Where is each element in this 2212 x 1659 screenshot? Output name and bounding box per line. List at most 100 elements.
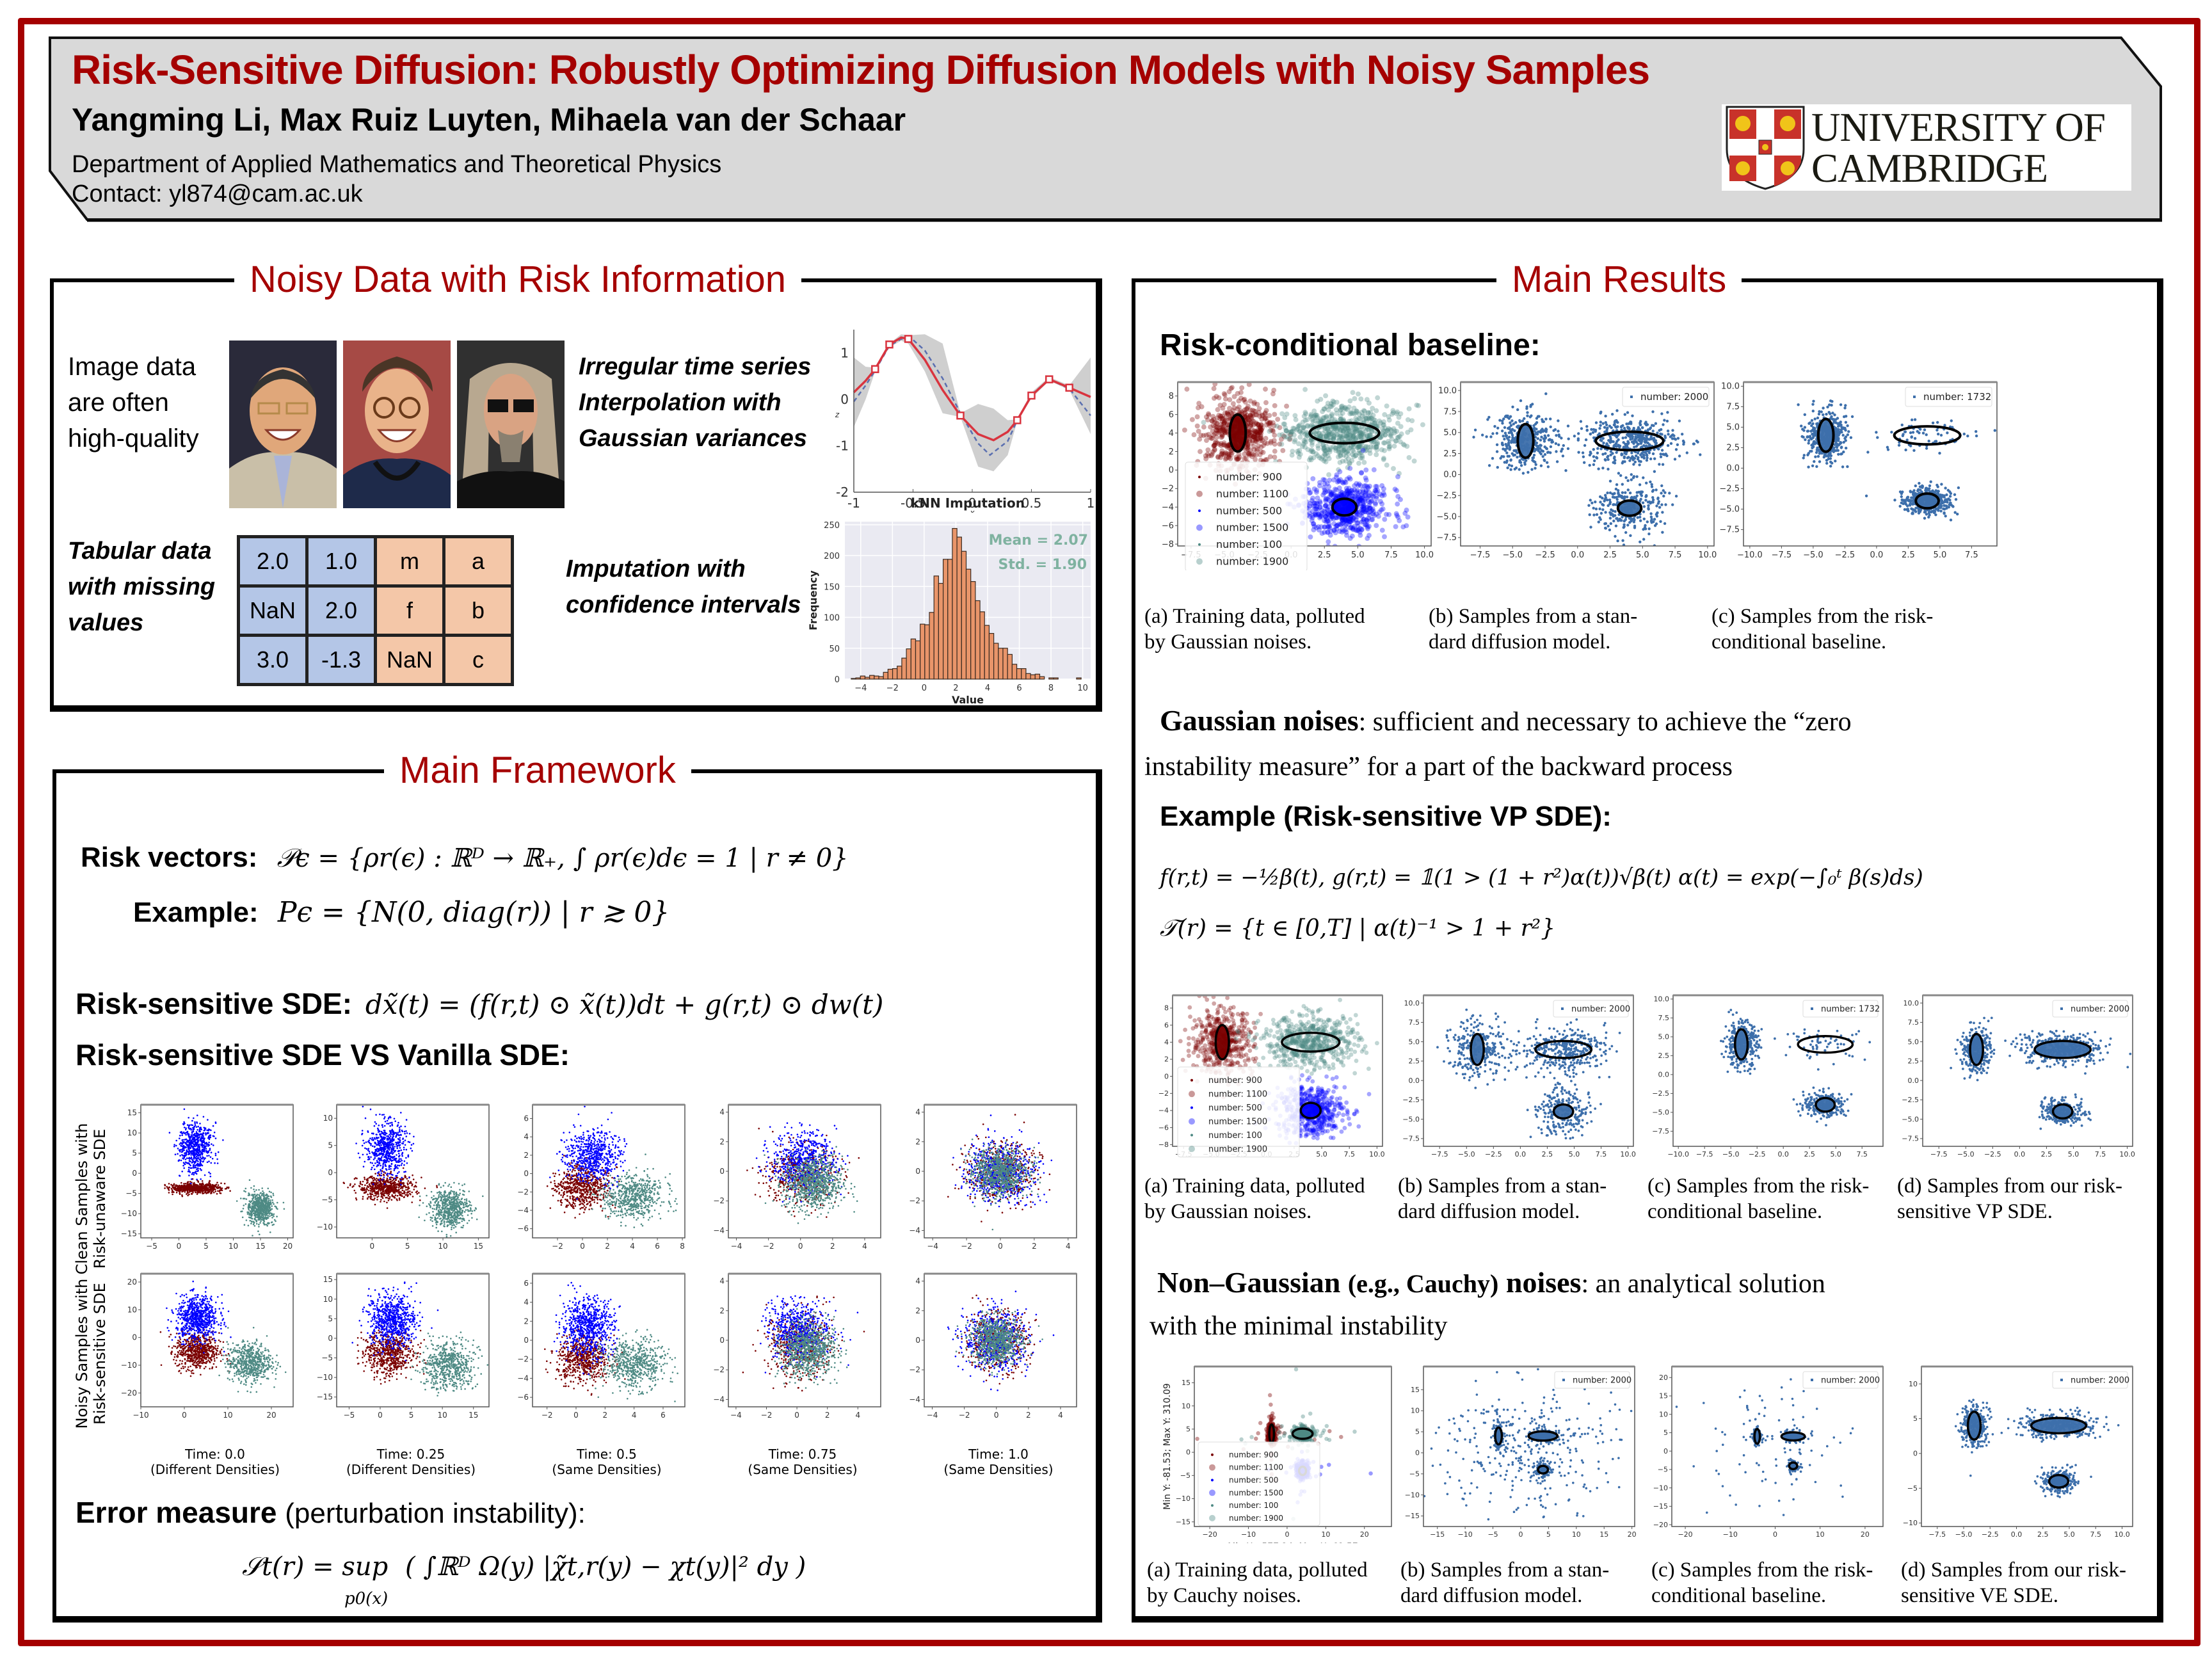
data-point xyxy=(398,1144,401,1147)
histogram-bar xyxy=(1007,653,1013,680)
data-point xyxy=(196,1178,198,1181)
data-point xyxy=(263,1206,265,1209)
data-point xyxy=(373,1176,375,1179)
data-point xyxy=(172,1193,173,1196)
data-point xyxy=(189,1164,191,1167)
data-point xyxy=(573,1164,576,1167)
data-point xyxy=(189,1182,192,1185)
data-point xyxy=(270,1191,272,1194)
data-point xyxy=(383,1190,385,1193)
data-point xyxy=(641,1224,644,1227)
data-point xyxy=(193,1148,196,1150)
data-point xyxy=(648,1203,650,1206)
data-point xyxy=(353,1185,355,1187)
histogram-bar xyxy=(1011,664,1018,680)
mean-annotation: Mean = 2.07 xyxy=(989,533,1088,549)
data-point xyxy=(243,1190,245,1192)
data-point xyxy=(271,1221,273,1223)
data-point xyxy=(407,1194,410,1196)
data-point xyxy=(255,1204,258,1206)
data-point xyxy=(639,1178,642,1180)
data-point xyxy=(248,1179,251,1181)
data-point xyxy=(168,1183,170,1185)
data-point xyxy=(184,1128,187,1131)
data-point xyxy=(646,1174,648,1176)
data-point xyxy=(589,1174,592,1176)
data-point xyxy=(242,1208,244,1210)
data-point xyxy=(367,1156,369,1158)
data-point xyxy=(367,1193,369,1196)
data-point xyxy=(364,1178,366,1180)
data-point xyxy=(243,1198,246,1199)
data-point xyxy=(271,1201,274,1203)
data-point xyxy=(404,1125,406,1128)
data-point xyxy=(580,1190,582,1192)
data-point xyxy=(613,1189,614,1191)
x-tick-label: 0.5 xyxy=(1022,495,1042,511)
data-point xyxy=(637,1212,640,1214)
data-point xyxy=(399,1137,401,1139)
data-point xyxy=(396,1199,398,1201)
data-point xyxy=(217,1184,220,1186)
data-point xyxy=(191,1172,194,1174)
data-point xyxy=(587,1171,589,1173)
data-point xyxy=(563,1211,566,1214)
data-point xyxy=(468,1200,470,1203)
data-point xyxy=(454,1220,456,1222)
data-point xyxy=(381,1192,383,1194)
data-point xyxy=(574,1217,576,1219)
data-point xyxy=(246,1213,249,1215)
missing-values-table: 2.0 1.0 m a NaN 2.0 f b 3.0 -1.3 NaN c xyxy=(237,535,514,686)
observation-point xyxy=(956,412,965,420)
data-point xyxy=(638,1210,641,1212)
data-point xyxy=(202,1135,204,1137)
data-point xyxy=(653,1187,656,1190)
data-point xyxy=(195,1139,196,1141)
data-point xyxy=(636,1203,639,1205)
data-point xyxy=(643,1170,645,1172)
data-point xyxy=(204,1191,206,1194)
data-point xyxy=(407,1180,410,1182)
data-point xyxy=(391,1180,394,1182)
y-tick-label: −15 xyxy=(121,1230,137,1238)
data-point xyxy=(257,1203,260,1206)
data-point xyxy=(369,1142,371,1144)
data-point xyxy=(599,1194,602,1196)
data-point xyxy=(166,1185,168,1188)
data-point xyxy=(269,1231,271,1233)
data-point xyxy=(179,1189,182,1190)
data-point xyxy=(632,1190,634,1193)
data-point xyxy=(374,1186,376,1189)
data-point xyxy=(403,1190,405,1192)
data-point xyxy=(463,1194,465,1196)
data-point xyxy=(642,1184,645,1186)
data-point xyxy=(267,1215,269,1217)
data-point xyxy=(251,1220,253,1222)
data-point xyxy=(652,1199,654,1201)
data-point xyxy=(187,1171,189,1173)
data-point xyxy=(610,1182,613,1184)
data-point xyxy=(429,1219,432,1221)
data-point xyxy=(418,1216,420,1219)
data-point xyxy=(179,1134,181,1137)
data-point xyxy=(608,1182,610,1183)
data-point xyxy=(438,1194,440,1196)
data-point xyxy=(385,1183,388,1186)
data-point xyxy=(397,1150,399,1152)
data-point xyxy=(460,1198,463,1200)
data-point xyxy=(201,1180,204,1182)
data-point xyxy=(362,1153,364,1156)
data-point xyxy=(652,1185,653,1188)
example-formula: Pϵ = {N(0, diag(r)) | r ≳ 0} xyxy=(278,896,670,929)
data-point xyxy=(658,1187,660,1189)
data-point xyxy=(255,1209,257,1212)
data-point xyxy=(448,1210,450,1212)
data-point xyxy=(641,1189,644,1190)
data-point xyxy=(401,1176,403,1179)
data-point xyxy=(378,1152,381,1155)
data-point xyxy=(360,1188,362,1190)
data-point xyxy=(251,1194,253,1196)
x-tick-label: 0 xyxy=(922,684,927,693)
data-point xyxy=(373,1158,375,1160)
data-point xyxy=(257,1206,259,1208)
